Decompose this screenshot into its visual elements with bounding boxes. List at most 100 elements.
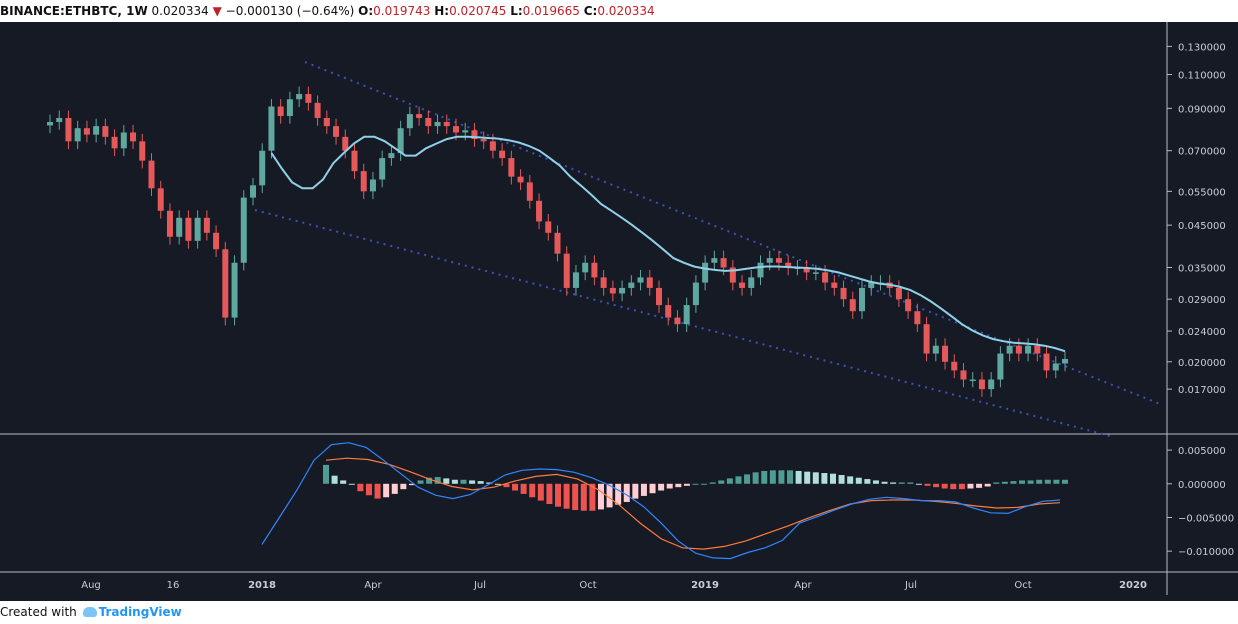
macd-histogram-bar	[976, 483, 983, 488]
candle-body	[1052, 363, 1059, 371]
macd-line	[261, 442, 1061, 560]
price-axis[interactable]: 0.130000 0.110000 0.090000 0.070000 0.055000…	[1167, 42, 1226, 396]
candle-body	[600, 277, 607, 288]
macd-histogram-bar	[907, 482, 914, 484]
macd-histogram-bar	[761, 470, 768, 484]
candle-body	[443, 121, 450, 127]
macd-tick-label: 0.005000	[1178, 446, 1226, 457]
candle-body	[720, 258, 727, 268]
macd-histogram-bar	[1044, 479, 1051, 484]
high-value: 0.020745	[449, 4, 507, 18]
macd-histogram-bar	[649, 483, 656, 494]
candle-body	[499, 150, 506, 159]
candle-body	[56, 117, 63, 122]
candle-body	[240, 197, 247, 263]
macd-histogram-bar	[847, 476, 854, 484]
candle-body	[563, 253, 570, 288]
macd-histogram-bar	[323, 464, 329, 484]
candle-body	[314, 102, 321, 118]
candle-body	[296, 94, 303, 100]
time-tick-label: 2020	[1119, 580, 1147, 591]
macd-histogram-bar	[1019, 480, 1026, 484]
time-axis[interactable]: Aug 16 2018 Apr Jul Oct 2019 Apr Jul Oct 2020	[81, 580, 1147, 591]
candle-body	[139, 141, 146, 161]
candle-body	[176, 217, 183, 237]
candle-body	[222, 249, 229, 318]
price-tick-label: 0.020000	[1178, 358, 1226, 369]
macd-histogram-bar	[597, 483, 604, 510]
price-tick-label: 0.029000	[1178, 295, 1226, 306]
candle-body	[822, 272, 829, 283]
price-pane[interactable]	[47, 61, 1161, 437]
price-tick-label: 0.090000	[1178, 104, 1226, 115]
macd-pane[interactable]	[261, 442, 1068, 560]
close-label: C:	[583, 4, 598, 18]
candle-body	[406, 114, 413, 129]
macd-histogram-bar	[890, 482, 897, 484]
macd-histogram-bar	[623, 483, 630, 502]
low-value: 0.019665	[522, 4, 580, 18]
candle-body	[47, 121, 53, 126]
candle-body	[259, 150, 266, 186]
candle-body	[453, 126, 459, 133]
macd-histogram-bar	[658, 483, 665, 491]
moving-average-line	[270, 135, 1066, 353]
candle-body	[1015, 345, 1022, 354]
time-tick-label: 2019	[691, 580, 719, 591]
candle-body	[932, 345, 939, 354]
price-tick-label: 0.017000	[1178, 385, 1226, 396]
chart-canvas[interactable]: 0.130000 0.110000 0.090000 0.070000 0.055000…	[0, 22, 1238, 601]
candle-body	[868, 282, 875, 288]
candle-body	[471, 130, 478, 140]
candle-body	[536, 200, 543, 222]
macd-histogram-bar	[580, 483, 587, 511]
tradingview-brand[interactable]: TradingView	[98, 605, 182, 619]
macd-histogram-bar	[400, 483, 407, 490]
macd-histogram-bar	[477, 481, 484, 484]
candle-body	[1006, 345, 1013, 354]
macd-histogram-bar	[408, 483, 415, 486]
symbol-header: BINANCE:ETHBTC, 1W 0.020334 ▼ −0.000130 …	[0, 0, 1238, 22]
macd-signal-line	[325, 457, 1061, 550]
macd-histogram-bar	[443, 478, 450, 484]
candle-body	[130, 132, 137, 142]
down-arrow-icon: ▼	[212, 4, 222, 18]
macd-histogram-bar	[967, 483, 974, 489]
price-tick-label: 0.110000	[1178, 71, 1226, 82]
price-change: −0.000130 (−0.64%)	[225, 4, 355, 18]
macd-histogram-bar	[872, 480, 879, 484]
candle-body	[425, 117, 432, 127]
macd-histogram-bar	[348, 483, 355, 485]
macd-tick-label: −0.010000	[1178, 547, 1234, 558]
macd-histogram-bar	[469, 480, 476, 484]
candle-body	[416, 114, 423, 118]
candle-body	[268, 106, 275, 151]
candle-body	[120, 132, 127, 149]
candle-body	[102, 126, 109, 137]
candle-body	[93, 126, 100, 135]
candle-body	[388, 153, 395, 159]
macd-histogram-bar	[546, 483, 553, 504]
macd-histogram-bar	[709, 482, 716, 484]
candle-body	[148, 160, 155, 189]
macd-histogram-bar	[829, 473, 836, 484]
candle-body	[803, 267, 810, 273]
candle-body	[277, 106, 284, 117]
macd-histogram-bar	[958, 483, 965, 490]
candle-body	[231, 262, 238, 318]
time-tick-label: Jul	[473, 580, 486, 591]
macd-tick-label: 0.000000	[1178, 480, 1226, 491]
macd-histogram-bar	[787, 470, 794, 484]
macd-histogram-bar	[838, 475, 845, 484]
tradingview-logo-icon	[82, 607, 97, 617]
macd-histogram-bar	[898, 482, 905, 484]
candle-body	[969, 379, 976, 382]
macd-axis[interactable]: 0.005000 0.000000 −0.005000 −0.010000	[1167, 446, 1234, 558]
candle-body	[840, 287, 847, 300]
candle-body	[831, 282, 838, 288]
macd-histogram-bar	[1062, 479, 1068, 484]
macd-histogram-bar	[692, 483, 699, 485]
macd-histogram-bar	[365, 483, 372, 496]
candle-body	[702, 262, 709, 283]
symbol-label[interactable]: BINANCE:ETHBTC, 1W	[0, 4, 148, 18]
